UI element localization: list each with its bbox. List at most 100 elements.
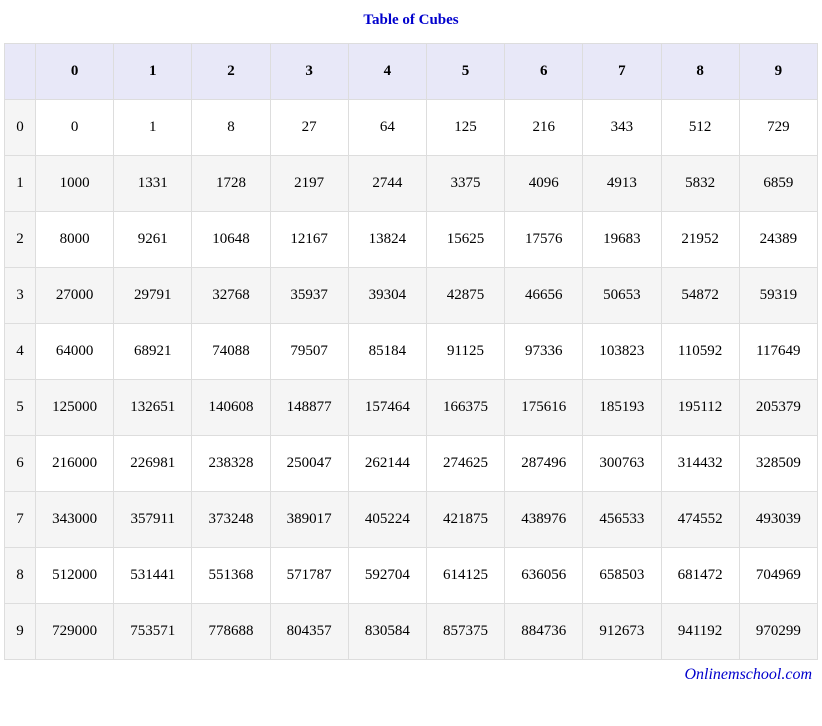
data-cell: 27 — [270, 100, 348, 156]
data-cell: 59319 — [739, 268, 817, 324]
data-cell: 103823 — [583, 324, 661, 380]
data-cell: 238328 — [192, 436, 270, 492]
data-cell: 32768 — [192, 268, 270, 324]
data-cell: 970299 — [739, 604, 817, 660]
row-header: 0 — [5, 100, 36, 156]
data-cell: 85184 — [348, 324, 426, 380]
data-cell: 226981 — [114, 436, 192, 492]
col-header: 1 — [114, 44, 192, 100]
data-cell: 389017 — [270, 492, 348, 548]
data-cell: 1728 — [192, 156, 270, 212]
data-cell: 592704 — [348, 548, 426, 604]
data-cell: 456533 — [583, 492, 661, 548]
data-cell: 373248 — [192, 492, 270, 548]
table-row: 4 64000 68921 74088 79507 85184 91125 97… — [5, 324, 818, 380]
row-header: 6 — [5, 436, 36, 492]
data-cell: 3375 — [426, 156, 504, 212]
data-cell: 13824 — [348, 212, 426, 268]
data-cell: 357911 — [114, 492, 192, 548]
data-cell: 29791 — [114, 268, 192, 324]
data-cell: 804357 — [270, 604, 348, 660]
data-cell: 531441 — [114, 548, 192, 604]
data-cell: 9261 — [114, 212, 192, 268]
data-cell: 778688 — [192, 604, 270, 660]
row-header: 4 — [5, 324, 36, 380]
data-cell: 729000 — [36, 604, 114, 660]
data-cell: 4913 — [583, 156, 661, 212]
data-cell: 343000 — [36, 492, 114, 548]
data-cell: 343 — [583, 100, 661, 156]
data-cell: 35937 — [270, 268, 348, 324]
row-header: 2 — [5, 212, 36, 268]
header-row: 0 1 2 3 4 5 6 7 8 9 — [5, 44, 818, 100]
data-cell: 24389 — [739, 212, 817, 268]
data-cell: 314432 — [661, 436, 739, 492]
data-cell: 19683 — [583, 212, 661, 268]
page-title: Table of Cubes — [4, 12, 818, 29]
data-cell: 21952 — [661, 212, 739, 268]
data-cell: 681472 — [661, 548, 739, 604]
data-cell: 91125 — [426, 324, 504, 380]
data-cell: 5832 — [661, 156, 739, 212]
credit-text: Onlinemschool.com — [4, 666, 812, 684]
data-cell: 42875 — [426, 268, 504, 324]
data-cell: 27000 — [36, 268, 114, 324]
col-header: 8 — [661, 44, 739, 100]
data-cell: 185193 — [583, 380, 661, 436]
table-row: 5 125000 132651 140608 148877 157464 166… — [5, 380, 818, 436]
data-cell: 97336 — [505, 324, 583, 380]
data-cell: 4096 — [505, 156, 583, 212]
data-cell: 328509 — [739, 436, 817, 492]
data-cell: 68921 — [114, 324, 192, 380]
data-cell: 79507 — [270, 324, 348, 380]
data-cell: 175616 — [505, 380, 583, 436]
data-cell: 148877 — [270, 380, 348, 436]
data-cell: 1000 — [36, 156, 114, 212]
data-cell: 571787 — [270, 548, 348, 604]
data-cell: 17576 — [505, 212, 583, 268]
data-cell: 405224 — [348, 492, 426, 548]
data-cell: 912673 — [583, 604, 661, 660]
data-cell: 64 — [348, 100, 426, 156]
row-header: 1 — [5, 156, 36, 212]
data-cell: 438976 — [505, 492, 583, 548]
cubes-table: 0 1 2 3 4 5 6 7 8 9 0 0 1 8 27 64 125 21… — [4, 43, 818, 660]
table-row: 8 512000 531441 551368 571787 592704 614… — [5, 548, 818, 604]
col-header: 5 — [426, 44, 504, 100]
data-cell: 132651 — [114, 380, 192, 436]
data-cell: 2744 — [348, 156, 426, 212]
data-cell: 140608 — [192, 380, 270, 436]
row-header: 9 — [5, 604, 36, 660]
data-cell: 125 — [426, 100, 504, 156]
col-header: 2 — [192, 44, 270, 100]
data-cell: 262144 — [348, 436, 426, 492]
data-cell: 2197 — [270, 156, 348, 212]
data-cell: 1 — [114, 100, 192, 156]
data-cell: 10648 — [192, 212, 270, 268]
data-cell: 157464 — [348, 380, 426, 436]
table-row: 3 27000 29791 32768 35937 39304 42875 46… — [5, 268, 818, 324]
data-cell: 614125 — [426, 548, 504, 604]
data-cell: 551368 — [192, 548, 270, 604]
data-cell: 857375 — [426, 604, 504, 660]
table-row: 9 729000 753571 778688 804357 830584 857… — [5, 604, 818, 660]
row-header: 7 — [5, 492, 36, 548]
data-cell: 205379 — [739, 380, 817, 436]
data-cell: 704969 — [739, 548, 817, 604]
row-header: 3 — [5, 268, 36, 324]
data-cell: 884736 — [505, 604, 583, 660]
data-cell: 216 — [505, 100, 583, 156]
row-header: 8 — [5, 548, 36, 604]
data-cell: 729 — [739, 100, 817, 156]
table-row: 7 343000 357911 373248 389017 405224 421… — [5, 492, 818, 548]
data-cell: 274625 — [426, 436, 504, 492]
data-cell: 166375 — [426, 380, 504, 436]
data-cell: 474552 — [661, 492, 739, 548]
data-cell: 8 — [192, 100, 270, 156]
data-cell: 658503 — [583, 548, 661, 604]
corner-cell — [5, 44, 36, 100]
data-cell: 15625 — [426, 212, 504, 268]
data-cell: 216000 — [36, 436, 114, 492]
col-header: 4 — [348, 44, 426, 100]
data-cell: 8000 — [36, 212, 114, 268]
